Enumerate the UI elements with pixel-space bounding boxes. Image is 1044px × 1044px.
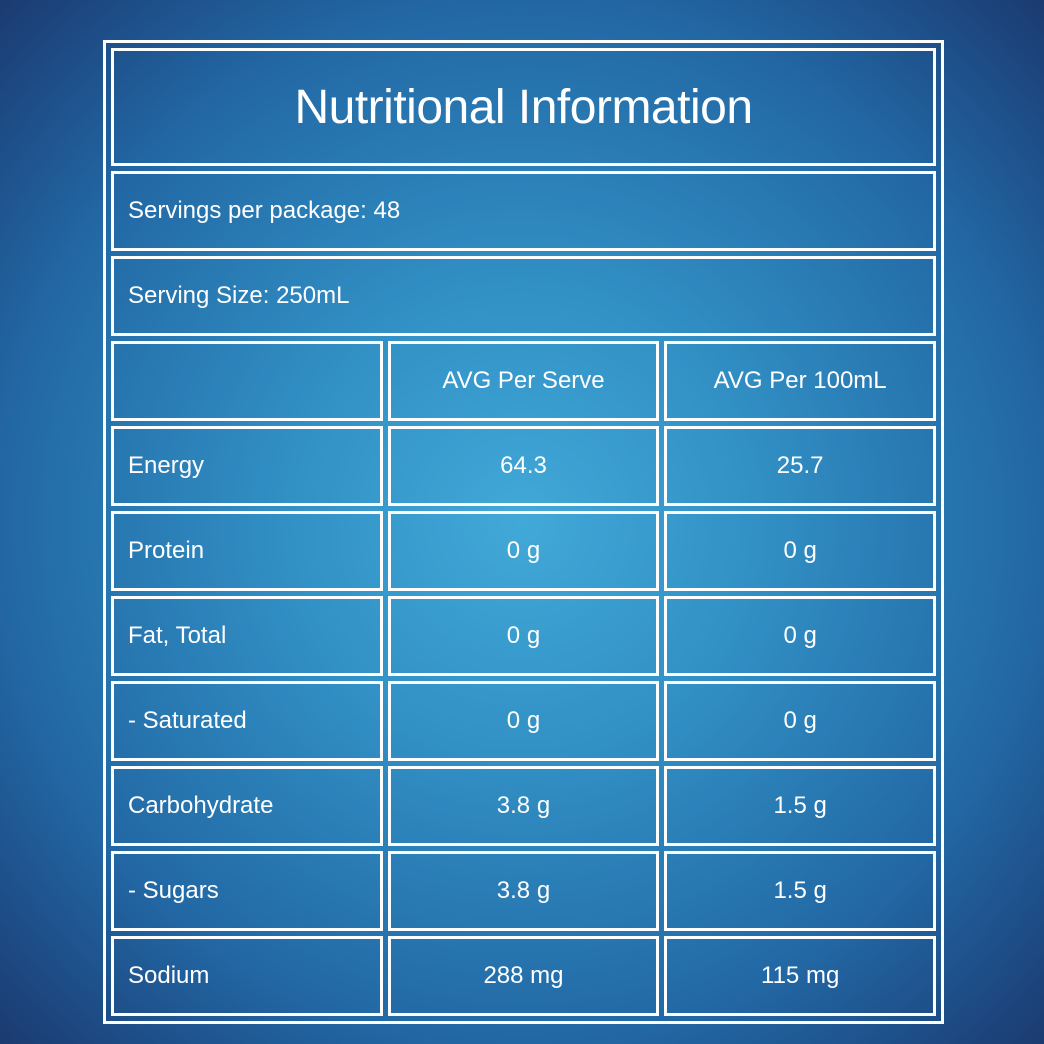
nutrient-value-per-serve: 3.8 g xyxy=(387,851,660,931)
nutrient-value-per-serve: 64.3 xyxy=(387,426,660,506)
nutrient-value-per-serve: 0 g xyxy=(387,511,660,591)
nutrient-label: Carbohydrate xyxy=(111,766,383,846)
panel-title: Nutritional Information xyxy=(111,48,936,166)
nutrient-value-per-100ml: 25.7 xyxy=(664,426,936,506)
column-header-blank xyxy=(111,341,383,421)
nutrient-value-per-serve: 0 g xyxy=(387,596,660,676)
nutrient-row: Energy 64.3 25.7 xyxy=(111,426,936,506)
nutrient-value-per-serve: 288 mg xyxy=(387,936,660,1016)
nutrient-label: - Saturated xyxy=(111,681,383,761)
nutrient-value-per-100ml: 115 mg xyxy=(664,936,936,1016)
table-header-row: AVG Per Serve AVG Per 100mL xyxy=(111,341,936,421)
servings-per-package-row: Servings per package: 48 xyxy=(111,171,936,251)
nutrient-row: Sodium 288 mg 115 mg xyxy=(111,936,936,1016)
column-header-avg-per-serve: AVG Per Serve xyxy=(387,341,660,421)
serving-size-text: Serving Size: 250mL xyxy=(111,256,936,336)
nutrient-value-per-100ml: 0 g xyxy=(664,511,936,591)
nutrient-row: Fat, Total 0 g 0 g xyxy=(111,596,936,676)
nutrient-value-per-100ml: 0 g xyxy=(664,681,936,761)
title-row: Nutritional Information xyxy=(111,48,936,166)
nutrient-row: Protein 0 g 0 g xyxy=(111,511,936,591)
nutrient-label: Fat, Total xyxy=(111,596,383,676)
nutrient-label: Energy xyxy=(111,426,383,506)
nutrient-value-per-serve: 3.8 g xyxy=(387,766,660,846)
nutrient-label: Protein xyxy=(111,511,383,591)
column-header-avg-per-100ml: AVG Per 100mL xyxy=(664,341,936,421)
nutrient-label: - Sugars xyxy=(111,851,383,931)
nutrient-value-per-100ml: 0 g xyxy=(664,596,936,676)
nutrient-value-per-serve: 0 g xyxy=(387,681,660,761)
nutrient-value-per-100ml: 1.5 g xyxy=(664,766,936,846)
servings-per-package-text: Servings per package: 48 xyxy=(111,171,936,251)
serving-size-row: Serving Size: 250mL xyxy=(111,256,936,336)
nutrient-label: Sodium xyxy=(111,936,383,1016)
nutrient-row: - Sugars 3.8 g 1.5 g xyxy=(111,851,936,931)
nutrient-row: - Saturated 0 g 0 g xyxy=(111,681,936,761)
nutrient-row: Carbohydrate 3.8 g 1.5 g xyxy=(111,766,936,846)
nutrition-panel-body: Nutritional Information Servings per pac… xyxy=(111,48,936,1016)
nutrition-panel: Nutritional Information Servings per pac… xyxy=(103,40,944,1024)
nutrient-value-per-100ml: 1.5 g xyxy=(664,851,936,931)
